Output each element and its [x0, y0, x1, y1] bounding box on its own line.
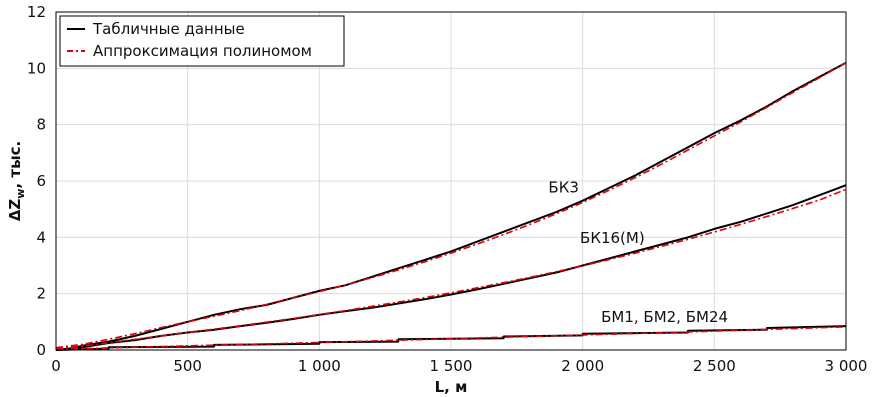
- series-annotation: БК16(М): [580, 229, 645, 247]
- y-tick-label: 0: [36, 341, 46, 359]
- plot-frame: [55, 11, 847, 351]
- legend-label-table: Табличные данные: [92, 20, 245, 38]
- legend: Табличные данные Аппроксимация полиномом: [59, 15, 345, 67]
- legend-label-approx: Аппроксимация полиномом: [93, 42, 312, 60]
- x-tick-label: 3 000: [825, 357, 868, 375]
- x-tick-label: 0: [51, 357, 61, 375]
- y-axis-title: ΔZw, тыс.: [6, 141, 27, 221]
- series-table-line: [55, 61, 847, 351]
- series-annotation: БК3: [548, 178, 578, 196]
- series-annotation: БМ1, БМ2, БМ24: [601, 308, 728, 326]
- series-approx-line: [55, 326, 847, 351]
- x-tick-label: 1 500: [430, 357, 473, 375]
- x-tick-label: 2 500: [693, 357, 736, 375]
- y-axis-title-main: ΔZ: [6, 199, 24, 222]
- y-axis-title-sub: w: [14, 189, 27, 199]
- y-tick-label: 12: [27, 3, 46, 21]
- y-tick-label: 8: [36, 116, 46, 134]
- x-tick-label: 500: [173, 357, 202, 375]
- x-tick-label: 2 000: [561, 357, 604, 375]
- series-approx-line: [55, 62, 847, 349]
- y-tick-label: 6: [36, 172, 46, 190]
- legend-box: [59, 15, 345, 67]
- x-axis-title: L, м: [435, 378, 468, 396]
- ticks: 0 500 1 000 1 500 2 000 2 500 3 000 0 2 4 6 8 10 12: [27, 3, 868, 375]
- series-layer: [55, 61, 847, 351]
- series-table-line: [55, 184, 847, 351]
- y-tick-label: 10: [27, 59, 46, 77]
- y-tick-label: 2: [36, 285, 46, 303]
- annotations: БК3 БК16(М) БМ1, БМ2, БМ24: [548, 178, 728, 326]
- x-tick-label: 1 000: [298, 357, 341, 375]
- y-axis-title-rest: , тыс.: [6, 141, 24, 189]
- y-tick-label: 4: [36, 228, 46, 246]
